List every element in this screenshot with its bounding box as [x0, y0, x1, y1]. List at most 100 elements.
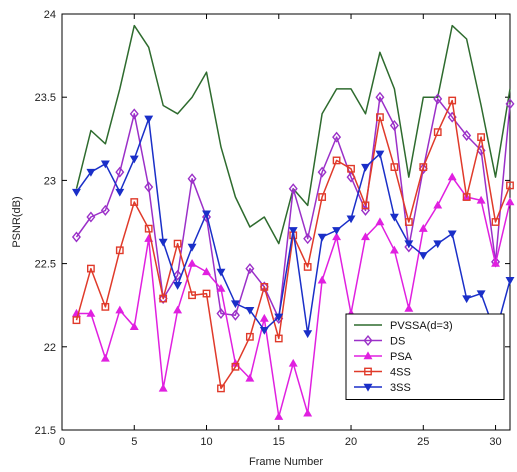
y-tick-label: 22.5: [35, 259, 56, 271]
y-tick-label: 23.5: [35, 92, 56, 104]
data-point: [346, 215, 356, 224]
data-point: [303, 408, 313, 417]
legend-entry: DS: [354, 334, 405, 348]
series-2: [71, 91, 515, 325]
data-point: [129, 155, 139, 164]
data-point: [361, 201, 370, 210]
data-point: [317, 275, 327, 284]
data-point: [245, 332, 254, 341]
y-axis-label: PSNR(dB): [11, 196, 23, 247]
data-point: [173, 305, 183, 314]
data-point: [448, 96, 457, 105]
data-point: [433, 200, 443, 209]
legend-label: PVSSA(d=3): [390, 320, 453, 332]
data-point: [303, 263, 312, 271]
data-point: [159, 294, 168, 303]
data-point: [245, 263, 255, 275]
data-point: [86, 308, 96, 317]
data-point: [245, 306, 255, 315]
legend-marker: [363, 334, 373, 347]
data-point: [100, 353, 110, 362]
data-point: [259, 326, 269, 335]
legend-label: 3SS: [390, 382, 411, 394]
data-point: [230, 300, 240, 309]
data-point: [216, 283, 226, 292]
x-tick-label: 15: [273, 436, 285, 448]
plot-frame: [61, 13, 511, 431]
data-point: [332, 131, 342, 143]
data-point: [462, 295, 472, 304]
data-point: [129, 322, 139, 331]
x-axis-label: Frame Number: [249, 456, 323, 468]
data-point: [158, 383, 168, 392]
y-tick-label: 24: [44, 9, 56, 21]
data-point: [86, 211, 96, 223]
data-point: [101, 302, 110, 311]
data-point: [433, 128, 442, 137]
data-point: [389, 119, 399, 131]
legend-entry: 4SS: [354, 367, 411, 379]
data-point: [216, 268, 226, 277]
data-point: [259, 281, 269, 293]
x-tick-label: 10: [200, 436, 212, 448]
data-point: [173, 239, 182, 248]
legend-entry: 3SS: [354, 382, 411, 394]
x-tick-label: 25: [417, 436, 429, 448]
data-point: [202, 267, 211, 276]
data-point: [318, 193, 327, 201]
data-point: [158, 293, 168, 305]
data-point: [332, 227, 342, 235]
data-point: [217, 384, 225, 393]
data-point: [115, 188, 125, 197]
data-point: [188, 291, 196, 300]
data-point: [202, 210, 211, 219]
legend: PVSSA(d=3) DS PSA 4SS 3SS: [345, 313, 505, 400]
data-point: [100, 160, 110, 169]
series-4: [72, 96, 514, 393]
data-point: [231, 362, 240, 371]
x-tick-label: 0: [59, 436, 65, 448]
data-point: [202, 289, 211, 298]
data-point: [173, 269, 183, 281]
data-point: [404, 218, 413, 226]
data-point: [288, 227, 298, 235]
data-point: [274, 334, 283, 343]
legend-box: [345, 313, 505, 400]
data-point: [115, 305, 125, 314]
data-point: [506, 181, 514, 190]
y-tick-label: 21.5: [35, 425, 56, 437]
series-1: [75, 24, 511, 245]
data-point: [491, 218, 500, 226]
data-point: [375, 91, 385, 103]
data-point: [505, 197, 515, 206]
legend-marker: [363, 383, 373, 392]
data-point: [389, 245, 399, 254]
legend-label: PSA: [390, 351, 413, 363]
data-point: [173, 282, 183, 290]
data-point: [389, 213, 399, 222]
axes: 0 5 10 15 20 25 30 21.5 22 22.5 23 23.5 24: [35, 9, 511, 448]
data-point: [404, 303, 414, 312]
data-point: [202, 211, 212, 223]
data-point: [288, 358, 298, 367]
data-point: [72, 316, 81, 325]
series-line: [75, 24, 511, 245]
data-point: [491, 258, 501, 267]
data-point: [404, 240, 414, 249]
data-point: [332, 232, 342, 241]
legend-marker: [363, 351, 373, 360]
data-point: [230, 309, 240, 321]
legend-entry: PVSSA(d=3): [354, 320, 453, 332]
data-point: [274, 313, 284, 322]
data-point: [129, 108, 139, 120]
data-point: [375, 217, 385, 226]
data-point: [376, 113, 384, 122]
data-point: [144, 224, 153, 233]
legend-entry: PSA: [354, 351, 413, 363]
data-point: [245, 373, 255, 382]
data-point: [447, 172, 457, 181]
data-point: [71, 231, 81, 243]
data-point: [433, 240, 443, 249]
data-point: [347, 164, 355, 173]
